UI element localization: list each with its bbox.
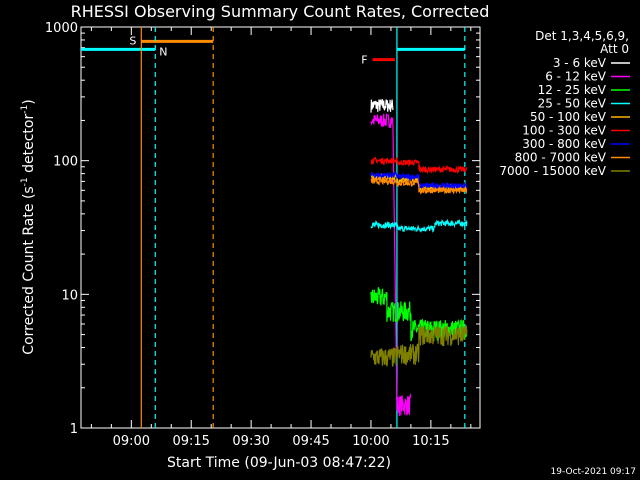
- bar-label-n: N: [159, 45, 167, 58]
- legend-label-7: 800 - 7000 keV: [515, 151, 607, 165]
- legend-title-line1: Det 1,3,4,5,6,9,: [535, 29, 629, 43]
- x-axis-ticks: 09:00 09:15 09:30 09:45 10:00 10:15: [90, 27, 472, 449]
- y-tick-label-0: 1: [70, 422, 78, 437]
- observing-bars: S N F: [81, 34, 465, 67]
- legend-label-6: 300 - 800 keV: [522, 137, 606, 151]
- footer-date: 19-Oct-2021 09:17: [551, 467, 636, 477]
- legend-label-8: 7000 - 15000 keV: [499, 164, 606, 178]
- series-line-6: [370, 171, 468, 191]
- legend-label-3: 25 - 50 keV: [538, 97, 607, 111]
- legend-label-4: 50 - 100 keV: [530, 110, 607, 124]
- plot-frame: [80, 26, 481, 429]
- x-axis-label: Start Time (09-Jun-03 08:47:22): [167, 455, 391, 471]
- series-group: [370, 98, 468, 416]
- series-line-5: [370, 155, 468, 175]
- x-tick-label-2: 09:30: [232, 434, 269, 449]
- series-line-8: [370, 325, 468, 367]
- chart-title: RHESSI Observing Summary Count Rates, Co…: [71, 2, 490, 21]
- y-tick-label-2: 100: [53, 155, 78, 170]
- series-line-7: [370, 176, 468, 195]
- y-axis-label: Corrected Count Rate (s-1 detector-1): [20, 99, 37, 354]
- x-tick-label-3: 09:45: [292, 434, 329, 449]
- y-axis-label-sup2: -1: [20, 105, 30, 114]
- x-tick-label-5: 10:15: [412, 434, 449, 449]
- y-axis-label-sup1: -1: [20, 177, 30, 186]
- x-tick-label-0: 09:00: [113, 434, 150, 449]
- legend-label-2: 12 - 25 keV: [538, 83, 607, 97]
- legend-label-0: 3 - 6 keV: [553, 56, 607, 70]
- y-tick-label-1: 10: [61, 288, 78, 303]
- legend-label-5: 100 - 300 keV: [522, 124, 606, 138]
- series-line-0: [370, 98, 394, 113]
- x-tick-label-4: 10:00: [352, 434, 389, 449]
- x-tick-label-1: 09:15: [172, 434, 209, 449]
- flag-lines: [140, 27, 466, 428]
- bar-label-s: S: [129, 34, 136, 47]
- y-axis-label-end: ): [21, 99, 37, 104]
- y-axis-label-mid: detector: [21, 114, 37, 178]
- y-tick-label-3: 1000: [45, 21, 78, 36]
- y-axis-label-main: Corrected Count Rate (s: [21, 186, 37, 354]
- y-axis-ticks: 1 10 100 1000: [45, 21, 480, 437]
- series-line-1: [370, 113, 412, 416]
- legend-title-line2: Att 0: [600, 42, 629, 56]
- legend-label-1: 6 - 12 keV: [545, 70, 607, 84]
- bar-label-f: F: [361, 54, 367, 67]
- series-line-3: [370, 218, 468, 233]
